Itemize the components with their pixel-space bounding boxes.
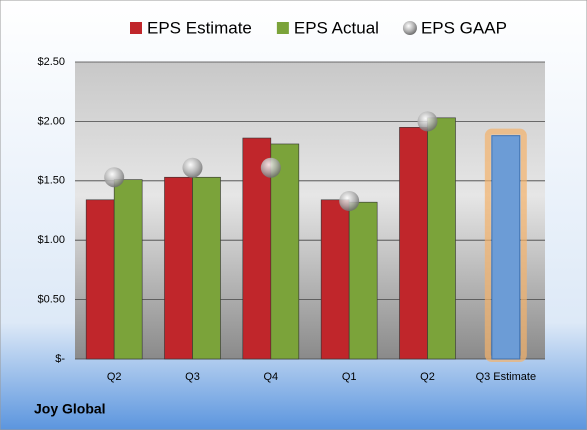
legend-swatch [130, 22, 142, 34]
gaap-marker [339, 190, 360, 211]
y-tick-label: $2.00 [37, 115, 65, 127]
bar [348, 201, 378, 360]
x-tick-label: Q1 [342, 371, 357, 383]
bar [164, 176, 193, 360]
bar [320, 199, 350, 360]
y-tick-label: $1.50 [37, 175, 65, 187]
x-tick-label: Q2 [107, 371, 122, 383]
bar [192, 176, 221, 360]
legend-label: EPS Estimate [147, 18, 252, 37]
bar [491, 135, 521, 360]
x-tick-label: Q4 [263, 371, 278, 383]
gaap-marker [260, 157, 281, 178]
footer: Joy Global [34, 401, 106, 417]
plot-area [75, 62, 545, 359]
y-tick-label: $2.50 [37, 56, 65, 68]
y-tick-label: $- [55, 353, 65, 365]
legend-label: EPS GAAP [421, 18, 507, 37]
y-tick-label: $1.00 [37, 234, 65, 246]
y-tick-label: $0.50 [37, 294, 65, 306]
bar [85, 199, 115, 360]
gaap-marker [104, 167, 125, 188]
gaap-marker [182, 157, 203, 178]
legend-swatch [276, 22, 289, 34]
legend-label: EPS Actual [294, 18, 379, 37]
x-tick-label: Q3 Estimate [476, 371, 537, 383]
bar [399, 127, 428, 360]
bar [270, 143, 300, 360]
bar [427, 117, 456, 360]
bar [113, 179, 143, 360]
x-tick-label: Q3 [185, 371, 200, 383]
gaap-marker [417, 111, 438, 132]
legend-swatch [402, 21, 417, 35]
x-tick-label: Q2 [420, 371, 435, 383]
